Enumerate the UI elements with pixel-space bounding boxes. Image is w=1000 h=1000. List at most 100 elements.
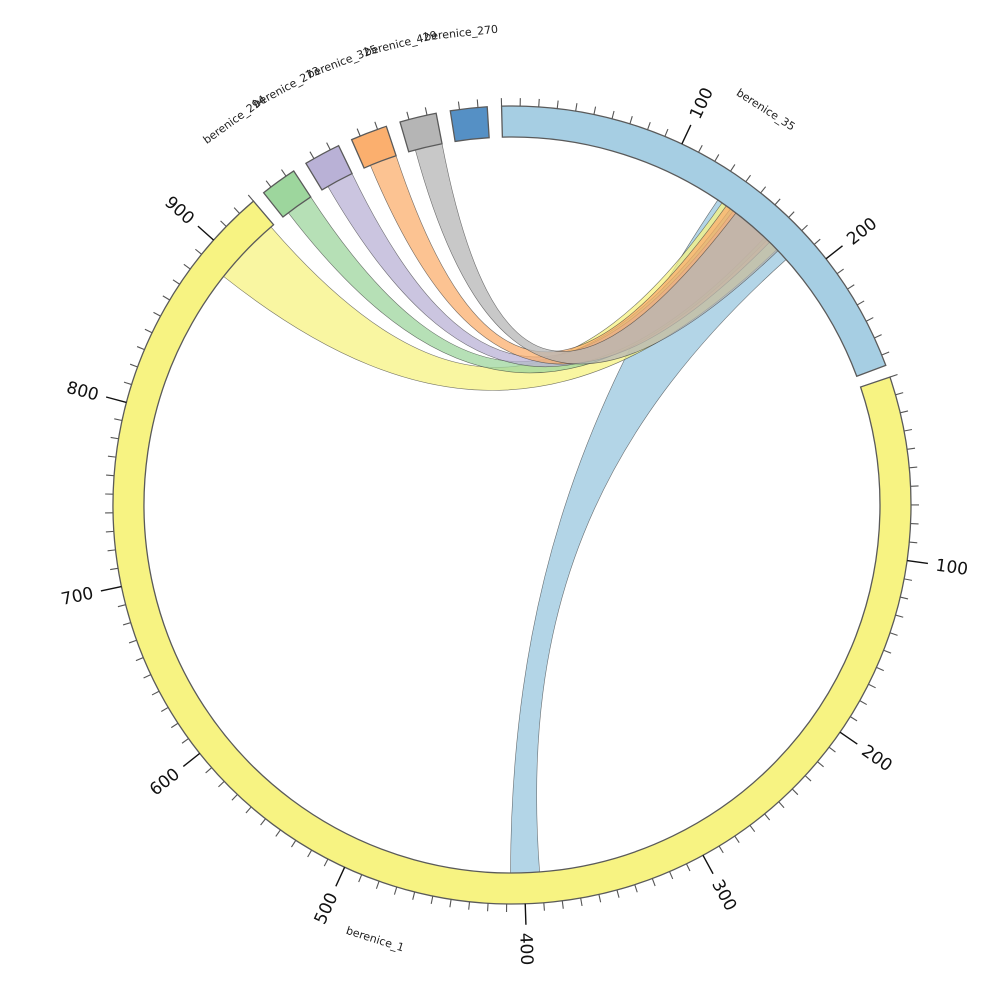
tick-minor <box>778 801 785 809</box>
tick-minor <box>865 317 874 322</box>
tick-minor <box>153 311 161 317</box>
tick-minor <box>114 418 123 422</box>
tick-minor <box>909 466 918 469</box>
tick-minor <box>804 775 812 782</box>
ticks-layer <box>100 98 929 925</box>
segment-berenice_1 <box>112 200 912 905</box>
tick-major-berenice_35-200 <box>825 245 843 260</box>
tick-minor <box>907 447 916 450</box>
tick-label-berenice_1-700: 700 <box>59 584 95 610</box>
tick-label-berenice_1-300: 300 <box>707 876 740 914</box>
segment-berenice_273 <box>305 144 353 191</box>
tick-minor <box>275 829 281 837</box>
tick-minor <box>664 128 669 137</box>
tick-minor <box>105 530 114 533</box>
tick-minor <box>745 174 751 183</box>
tick-major-berenice_1-800 <box>105 396 127 404</box>
tick-minor <box>903 428 913 432</box>
tick-minor <box>358 874 363 883</box>
tick-minor <box>375 881 380 889</box>
tick-minor <box>218 780 225 788</box>
tick-minor <box>889 373 898 378</box>
tick-minor <box>181 738 189 744</box>
tick-minor <box>233 207 240 214</box>
segment-berenice_35 <box>500 105 887 378</box>
tick-minor <box>749 824 756 833</box>
tick-minor <box>161 706 169 712</box>
tick-minor <box>895 614 904 618</box>
tick-major-berenice_1-400 <box>524 903 527 925</box>
segment-berenice_270 <box>449 106 490 143</box>
tick-minor <box>849 716 858 722</box>
tick-minor <box>122 622 131 626</box>
tick-minor <box>123 381 132 386</box>
tick-minor <box>598 894 602 903</box>
tick-minor <box>205 767 213 774</box>
tick-minor <box>900 410 909 414</box>
tick-minor <box>669 871 674 880</box>
tick-minor <box>356 128 361 137</box>
tick-minor <box>580 897 583 907</box>
segment-berenice_429 <box>399 112 443 153</box>
tick-minor <box>611 110 615 119</box>
tick-minor <box>900 596 909 600</box>
tick-minor <box>593 106 597 115</box>
tick-minor <box>374 121 379 130</box>
segment-berenice_325 <box>350 125 397 169</box>
tick-minor <box>136 346 145 351</box>
tick-major-berenice_1-300 <box>702 854 714 875</box>
tick-label-berenice_1-900: 900 <box>160 193 198 230</box>
tick-minor <box>107 549 116 552</box>
tick-minor <box>543 902 545 911</box>
segment-berenice_294 <box>262 170 312 218</box>
tick-label-berenice_1-500: 500 <box>311 890 343 928</box>
tick-minor <box>895 392 904 396</box>
tick-minor <box>291 840 297 848</box>
tick-minor <box>129 363 138 368</box>
tick-minor <box>828 746 836 753</box>
tick-minor <box>468 901 471 910</box>
tick-label-berenice_1-600: 600 <box>146 764 184 800</box>
tick-minor <box>309 151 315 159</box>
tick-major-berenice_1-500 <box>335 866 346 887</box>
tick-minor <box>616 889 620 898</box>
tick-minor <box>883 649 892 654</box>
ribbons-layer <box>223 143 787 874</box>
tick-minor <box>393 886 398 895</box>
tick-minor <box>117 604 126 608</box>
tick-minor <box>817 761 824 768</box>
tick-minor <box>457 101 461 110</box>
tick-minor <box>430 895 434 905</box>
tick-minor <box>260 818 266 826</box>
tick-minor <box>151 690 160 696</box>
tick-minor <box>774 198 781 206</box>
tick-major-berenice_1-900 <box>197 225 215 241</box>
tick-minor <box>245 806 252 814</box>
tick-minor <box>406 111 410 120</box>
tick-minor <box>172 279 180 285</box>
tick-label-berenice_1-800: 800 <box>64 378 101 406</box>
tick-minor <box>538 98 540 107</box>
tick-minor <box>903 578 913 581</box>
tick-minor <box>629 116 633 124</box>
tick-minor <box>889 632 898 636</box>
tick-minor <box>231 794 238 801</box>
tick-minor <box>220 220 227 227</box>
tick-minor <box>265 180 272 188</box>
tick-minor <box>734 835 740 843</box>
tick-minor <box>788 211 795 218</box>
tick-minor <box>412 891 416 900</box>
tick-minor <box>110 436 119 440</box>
tick-minor <box>183 263 191 270</box>
tick-minor <box>106 474 115 477</box>
tick-minor <box>909 541 918 544</box>
tick-minor <box>107 455 116 458</box>
segment-label-berenice_1: berenice_1 <box>344 924 405 954</box>
tick-minor <box>876 666 884 672</box>
tick-minor <box>698 144 703 153</box>
tick-minor <box>685 863 691 872</box>
tick-minor <box>162 295 170 301</box>
segments-layer <box>112 105 912 905</box>
